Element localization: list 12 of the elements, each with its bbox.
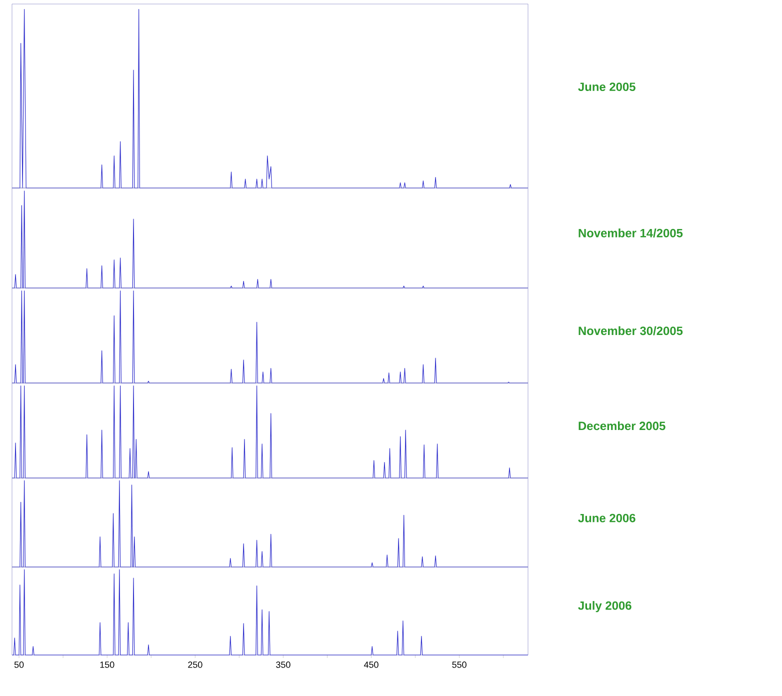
text: June 2006 (578, 514, 636, 522)
x-tick-label: 350 (276, 662, 290, 668)
text: December 2005 (578, 421, 666, 430)
text: July 2006 (578, 601, 632, 612)
text: November 30/2005 (578, 326, 683, 336)
x-tick-label: 450 (364, 662, 378, 668)
x-tick-label: 250 (188, 662, 202, 668)
x-tick-label: 550 (452, 662, 466, 668)
x-tick-label: 150 (100, 662, 114, 668)
x-tick-label: 50 (14, 662, 24, 668)
text: November 14/2005 (578, 228, 683, 238)
text: June 2005 (578, 82, 636, 92)
